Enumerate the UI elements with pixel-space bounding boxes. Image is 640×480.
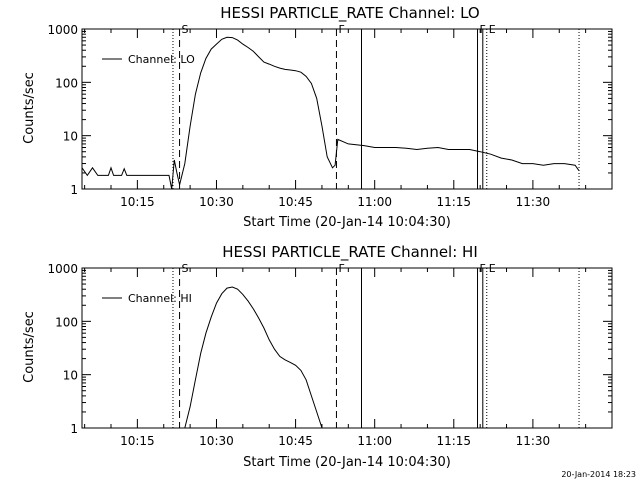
lo-x-tick-label: 10:15	[120, 195, 155, 209]
lo-y-axis-label: Counts/sec	[22, 72, 37, 144]
hi-channel-panel: HESSI PARTICLE_RATE Channel: HI Start Ti…	[22, 243, 613, 470]
hi-plot-frame	[81, 267, 613, 429]
lo-y-tick-label: 10	[63, 130, 78, 144]
hi-series-line	[184, 286, 323, 428]
lo-y-tick-label: 100	[55, 76, 78, 90]
lo-x-tick-label: 10:30	[199, 195, 234, 209]
lo-x-tick-label: 11:15	[436, 195, 471, 209]
hi-y-tick-label: 10	[63, 369, 78, 383]
hi-x-tick-label: 11:30	[516, 434, 551, 448]
lo-x-tick-label: 10:45	[278, 195, 313, 209]
footer-timestamp: 20-Jan-2014 18:23	[561, 470, 636, 479]
hi-y-tick-label: 1000	[47, 262, 78, 276]
lo-y-tick-label: 1	[70, 183, 78, 197]
lo-y-tick-label: 1000	[47, 23, 78, 37]
hi-x-tick-label: 10:45	[278, 434, 313, 448]
hi-x-tick-label: 11:00	[357, 434, 392, 448]
lo-chart-title: HESSI PARTICLE_RATE Channel: LO	[220, 4, 479, 23]
lo-x-axis-label: Start Time (20-Jan-14 10:04:30)	[243, 215, 451, 230]
lo-channel-panel: HESSI PARTICLE_RATE Channel: LO Start Ti…	[22, 4, 613, 230]
lo-event-marker-label: E	[489, 23, 496, 36]
hi-chart-title: HESSI PARTICLE_RATE Channel: HI	[222, 243, 478, 262]
lo-legend-label: Channel: LO	[128, 53, 195, 66]
hi-y-tick-label: 1	[70, 422, 78, 436]
hi-event-marker-label: E	[489, 262, 496, 275]
hi-event-marker-label: S	[182, 262, 189, 275]
hi-x-tick-label: 11:15	[436, 434, 471, 448]
hi-y-tick-label: 100	[55, 315, 78, 329]
lo-event-marker-label: F	[338, 23, 344, 36]
hi-event-marker-label: F	[338, 262, 344, 275]
lo-x-tick-label: 11:30	[516, 195, 551, 209]
lo-plot-frame	[81, 28, 613, 190]
hi-x-tick-label: 10:15	[120, 434, 155, 448]
hi-x-axis-label: Start Time (20-Jan-14 10:04:30)	[243, 455, 451, 470]
lo-x-tick-label: 11:00	[357, 195, 392, 209]
lo-series-line	[82, 36, 580, 189]
hi-y-axis-label: Counts/sec	[22, 311, 37, 383]
hi-x-tick-label: 10:30	[199, 434, 234, 448]
hi-legend-label: Channel: HI	[128, 292, 192, 305]
lo-event-marker-label: S	[182, 23, 189, 36]
